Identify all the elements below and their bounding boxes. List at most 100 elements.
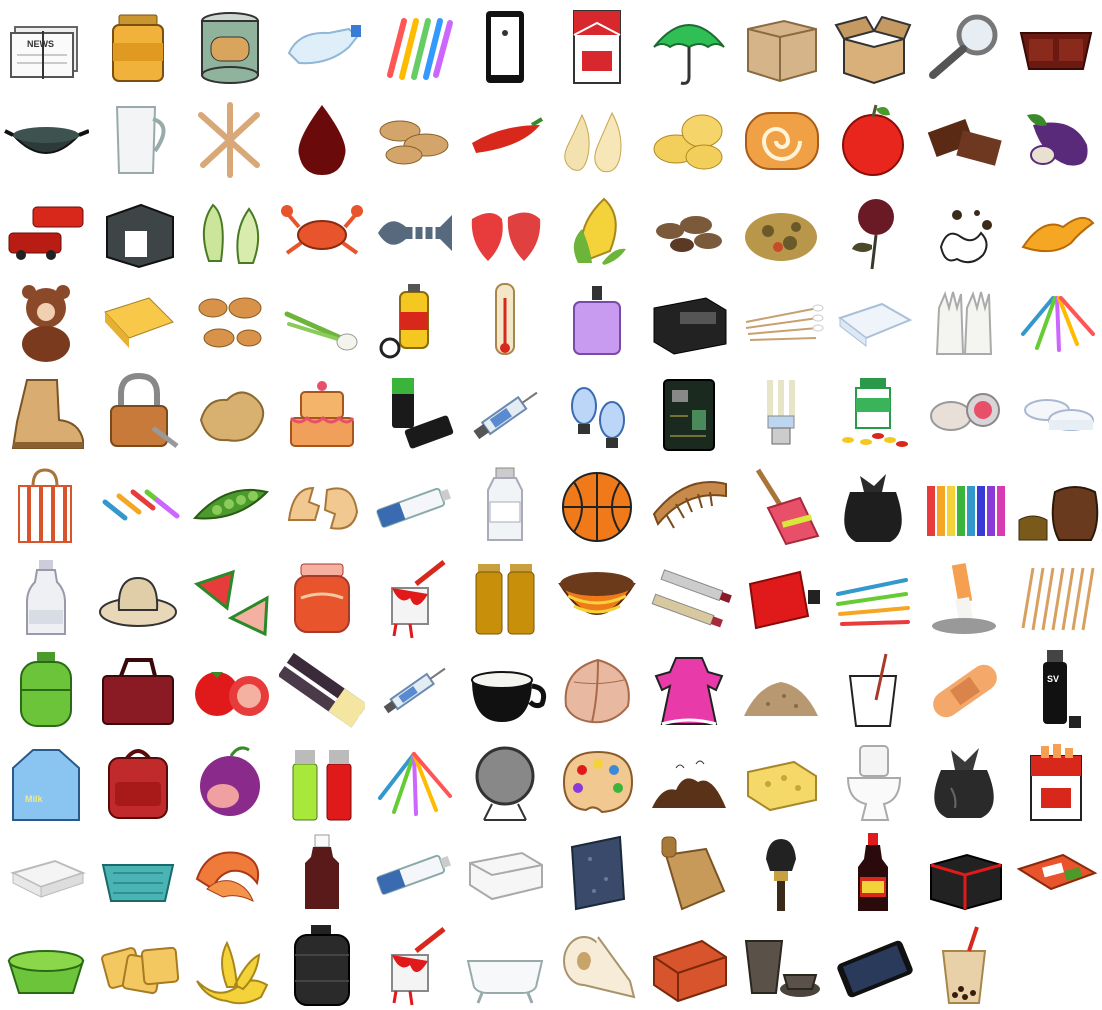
dried-flower-icon-graphic xyxy=(851,198,894,269)
bubble-tea-icon-graphic xyxy=(942,926,987,1005)
energy-bulb-icon-graphic xyxy=(766,380,795,445)
toilet-roll-icon xyxy=(551,918,643,1010)
peas-icon-graphic xyxy=(192,488,269,520)
syringe-icon xyxy=(459,367,551,459)
fragile-parcel-icon-graphic xyxy=(930,854,1003,911)
corn-icon-graphic xyxy=(573,197,626,265)
travel-bag-icon-graphic xyxy=(101,657,174,725)
plastic-cup-icon xyxy=(827,643,919,735)
compact-powder-icon xyxy=(918,367,1010,459)
bowl-icon-graphic xyxy=(558,571,636,615)
newspaper-label: NEWS xyxy=(27,39,54,49)
basketball-icon-graphic xyxy=(562,472,632,543)
coffee-cup-icon xyxy=(459,643,551,735)
compact-powder-icon-graphic xyxy=(930,393,1001,432)
fish-bone-icon xyxy=(367,184,459,276)
tissue-pad-icon-graphic xyxy=(837,303,912,348)
potato-slices-icon-graphic xyxy=(653,114,723,170)
clay-pots-icon-graphic xyxy=(744,940,820,998)
paper-bag-icon-graphic xyxy=(18,468,72,544)
circuit-board-icon-graphic xyxy=(662,379,715,452)
cabbage-icon-graphic xyxy=(202,203,259,264)
crayons-icon xyxy=(918,459,1010,551)
toilet-icon xyxy=(827,735,919,827)
peanuts-icon-graphic xyxy=(379,120,449,165)
seashell-icon-graphic xyxy=(564,658,630,723)
plum-icon-graphic xyxy=(199,746,260,816)
stain-icon xyxy=(918,184,1010,276)
plum-icon xyxy=(184,735,276,827)
apple-icon-graphic xyxy=(841,104,904,176)
medicine-bottle-icon-graphic xyxy=(487,467,524,542)
open-box-icon-graphic xyxy=(833,15,911,85)
amber-vials-icon xyxy=(459,551,551,643)
swiss-roll-icon xyxy=(735,92,827,184)
strawberries-icon xyxy=(459,184,551,276)
plastic-lids-icon-graphic xyxy=(1024,399,1095,432)
tin-can-icon xyxy=(184,0,276,92)
medicine-bottle-icon xyxy=(459,459,551,551)
perfume-bottle-icon-graphic xyxy=(573,286,621,356)
dark-bottle-icon xyxy=(276,826,368,918)
lighters-icon-graphic xyxy=(292,749,351,821)
takeout-tray-icon xyxy=(1010,0,1102,92)
ginger-icon-graphic xyxy=(199,391,264,442)
backpack-icon-graphic xyxy=(107,748,168,819)
padlock-icon-graphic xyxy=(109,373,179,449)
trash-bag-icon-graphic xyxy=(843,474,902,543)
brick-icon xyxy=(643,918,735,1010)
paint-bucket-icon-graphic xyxy=(391,559,446,639)
orange-peel-icon-graphic xyxy=(1021,216,1095,252)
plastic-drum-icon xyxy=(276,918,368,1010)
cutting-board-icon-graphic xyxy=(661,836,726,911)
bowl-icon xyxy=(551,551,643,643)
amber-vials-icon-graphic xyxy=(475,563,535,635)
battery-pack-icon xyxy=(643,275,735,367)
shrimp-icon xyxy=(184,826,276,918)
cigarette-box-icon xyxy=(1010,735,1102,827)
ceramic-pots-icon-graphic xyxy=(1018,486,1099,542)
crackers-icon-graphic xyxy=(100,947,179,995)
milk-carton-icon-graphic: Milk xyxy=(12,748,80,821)
pill-bottle-icon-graphic xyxy=(841,378,908,448)
jam-jar-icon xyxy=(276,551,368,643)
box-frame-icon-graphic xyxy=(105,203,174,268)
mirror-icon xyxy=(459,735,551,827)
dirt-pile-icon-graphic xyxy=(651,760,726,808)
dark-bottle-icon-graphic xyxy=(304,834,339,910)
lipsticks-icon-graphic xyxy=(651,569,732,628)
food-waste-icon xyxy=(735,184,827,276)
plastic-basket-icon xyxy=(92,826,184,918)
paint-bucket-icon xyxy=(367,551,459,643)
syringe-icon-graphic xyxy=(473,392,538,440)
scallion-icon xyxy=(276,275,368,367)
magnifying-glass-icon xyxy=(918,0,1010,92)
plastic-cup-icon-graphic xyxy=(848,653,897,727)
bento-box-icon-graphic xyxy=(1016,854,1098,891)
chopsticks-icon-graphic xyxy=(1021,567,1095,631)
bubble-tea-icon xyxy=(918,918,1010,1010)
stain-icon-graphic xyxy=(940,209,993,263)
smartphone-icon-graphic xyxy=(836,940,913,998)
watermelon-icon-graphic xyxy=(193,569,269,637)
padlock-icon xyxy=(92,367,184,459)
garbage-bag-icon xyxy=(918,735,1010,827)
bathtub-icon xyxy=(459,918,551,1010)
clothespins-icon-graphic xyxy=(102,489,180,521)
circuit-board-icon xyxy=(643,367,735,459)
pears-icon-graphic xyxy=(564,111,622,172)
cardboard-box-icon xyxy=(735,0,827,92)
phone-frame-icon-graphic xyxy=(486,11,525,83)
kids-dress-icon-graphic xyxy=(654,656,724,726)
pears-icon xyxy=(551,92,643,184)
sugarcane-icon xyxy=(276,643,368,735)
chopsticks-icon xyxy=(1010,551,1102,643)
sand-pile-icon-graphic xyxy=(743,681,818,716)
toothbrush-set-icon-graphic xyxy=(835,577,910,626)
clothespins-icon xyxy=(92,459,184,551)
toilet-roll-icon-graphic xyxy=(563,936,636,999)
teddy-bear-icon-graphic xyxy=(22,285,70,363)
garbage-bag-icon-graphic xyxy=(934,747,995,818)
plastic-bottle-icon-graphic xyxy=(287,25,361,65)
seashell-icon xyxy=(551,643,643,735)
